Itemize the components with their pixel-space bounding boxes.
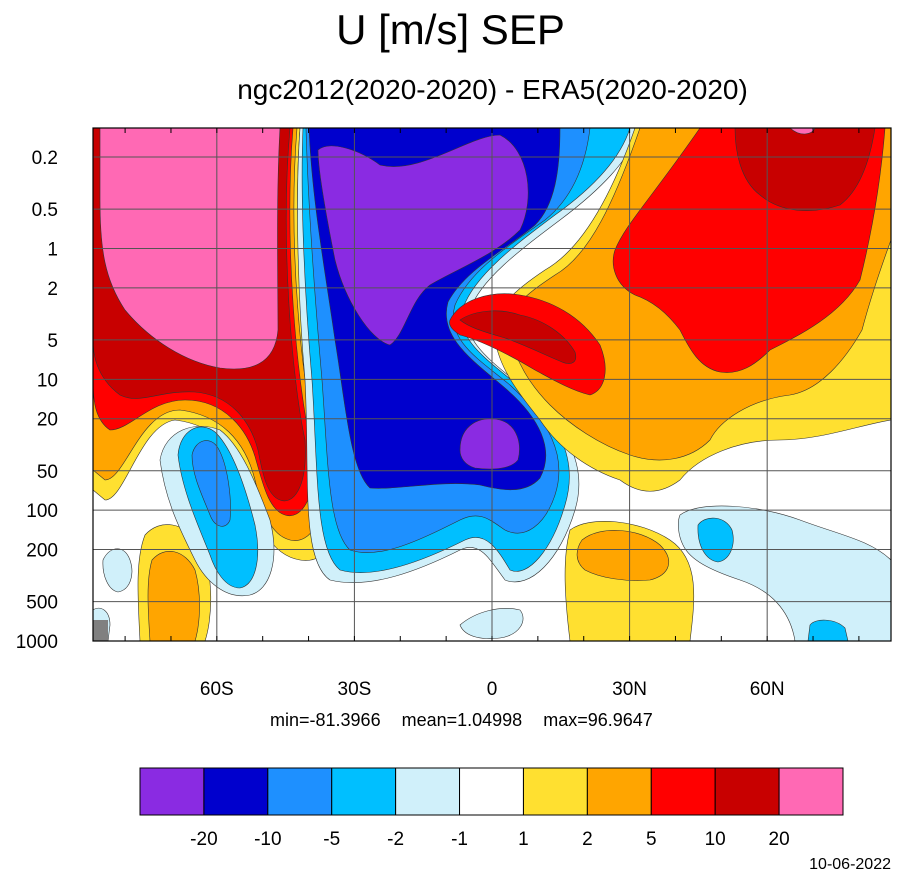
y-tick-label-3: 2 xyxy=(47,279,58,300)
field-lower-south-pos-5 xyxy=(147,551,200,641)
field-missing xyxy=(93,620,108,641)
chart-subtitle: ngc2012(2020-2020) - ERA5(2020-2020) xyxy=(237,74,748,105)
field-lower-north-pos-5 xyxy=(576,530,669,581)
colorbar: -20 -10 -5 -2 -1 1 2 5 10 20 xyxy=(139,767,844,850)
colorbar-label-3: -2 xyxy=(387,829,404,850)
y-tick-label-7: 50 xyxy=(37,462,58,483)
y-tick-label-2: 1 xyxy=(47,239,58,260)
stat-mean: mean=1.04998 xyxy=(401,710,523,730)
colorbar-label-2: -5 xyxy=(323,829,340,850)
contour-fields xyxy=(93,128,891,641)
field-lower-north-neg-1 xyxy=(697,517,734,563)
field-north-pos-20-b xyxy=(459,310,577,364)
colorbar-label-8: 10 xyxy=(705,829,726,850)
stats-line: min=-81.3966 mean=1.04998 max=96.9647 xyxy=(270,710,653,731)
x-tick-label-1: 30S xyxy=(338,679,372,700)
colorbar-box-5 xyxy=(459,767,524,816)
colorbar-box-1 xyxy=(203,767,269,816)
colorbar-box-3 xyxy=(331,767,397,816)
colorbar-box-10 xyxy=(778,767,844,816)
x-tick-label-3: 30N xyxy=(612,679,647,700)
field-north-pos-20 xyxy=(734,128,876,211)
y-tick-label-1: 0.5 xyxy=(32,200,58,221)
y-tick-label-8: 100 xyxy=(26,501,58,522)
colorbar-box-4 xyxy=(395,767,461,816)
field-lower-west-neg-2 xyxy=(102,548,133,593)
colorbar-box-7 xyxy=(586,767,652,816)
colorbar-box-9 xyxy=(714,767,780,816)
y-tick-label-9: 200 xyxy=(26,541,58,562)
y-tick-label-10: 500 xyxy=(26,593,58,614)
x-tick-label-4: 60N xyxy=(750,679,785,700)
colorbar-label-4: -1 xyxy=(451,829,468,850)
y-tick-label-0: 0.2 xyxy=(32,148,58,169)
x-tick-label-2: 0 xyxy=(487,679,498,700)
colorbar-label-6: 2 xyxy=(582,829,593,850)
chart-title: U [m/s] SEP xyxy=(336,6,565,53)
stat-max: max=96.9647 xyxy=(543,710,653,730)
colorbar-label-0: -20 xyxy=(190,829,217,850)
axis-ticks: 60S 30S 0 30N 60N 0.2 0.5 1 2 5 10 20 50 100 200 500 100… xyxy=(16,128,860,700)
colorbar-label-7: 5 xyxy=(646,829,657,850)
field-lower-north-neg-1-b xyxy=(807,619,849,641)
colorbar-box-0 xyxy=(139,767,205,816)
colorbar-box-6 xyxy=(522,767,588,816)
field-neg-20-lower xyxy=(459,418,520,470)
field-lower-south-neg-5 xyxy=(191,440,231,527)
grid xyxy=(93,128,891,642)
y-tick-label-11: 1000 xyxy=(16,632,58,653)
colorbar-box-8 xyxy=(650,767,716,816)
stat-min: min=-81.3966 xyxy=(270,710,381,730)
colorbar-label-9: 20 xyxy=(769,829,790,850)
x-tick-label-0: 60S xyxy=(200,679,234,700)
colorbar-label-1: -10 xyxy=(254,829,281,850)
y-tick-label-4: 5 xyxy=(47,331,58,352)
y-tick-label-5: 10 xyxy=(37,370,58,391)
field-neg-20 xyxy=(317,134,529,346)
y-tick-label-6: 20 xyxy=(37,410,58,431)
colorbar-label-5: 1 xyxy=(518,829,529,850)
date-stamp: 10-06-2022 xyxy=(809,856,891,873)
colorbar-box-2 xyxy=(267,767,333,816)
